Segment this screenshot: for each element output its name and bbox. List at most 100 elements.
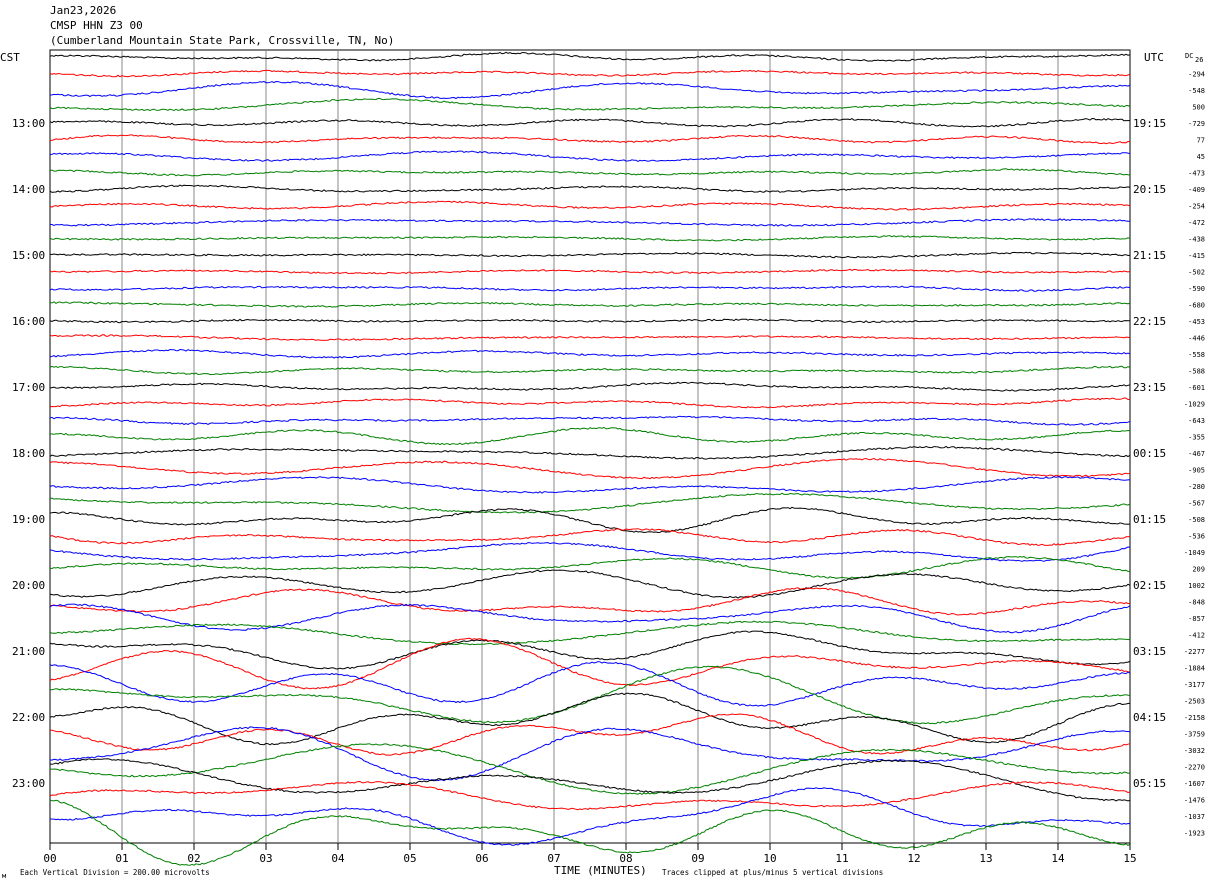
trace-line [49,397,1131,409]
trace-line [49,51,1131,62]
cst-hour-label: 13:00 [12,117,45,130]
dc-offset-value: -536 [1188,533,1205,541]
trace-line [49,620,1131,646]
dc-offset-value: -590 [1188,285,1205,293]
trace-line [49,318,1131,324]
dc-offset-value: -409 [1188,186,1205,194]
trace-line [49,457,1131,480]
trace-line [49,80,1131,100]
x-tick-label: 06 [475,852,488,865]
x-tick-label: 09 [691,852,704,865]
dc-offset-value: -729 [1188,120,1205,128]
utc-hour-label: 04:15 [1133,711,1166,724]
utc-hour-label: 22:15 [1133,315,1166,328]
trace-line [49,787,1131,846]
trace-line [49,492,1131,514]
trace-line [49,69,1131,78]
trace-line [50,150,1131,162]
cst-hour-label: 18:00 [12,447,45,460]
trace-line [49,285,1131,292]
trace-line [49,630,1131,670]
trace-line [49,665,1131,725]
x-tick-label: 07 [547,852,560,865]
trace-line [49,334,1131,341]
dc-offset-value: -567 [1188,500,1205,508]
x-tick-label: 13 [979,852,992,865]
dc-offset-value: -294 [1188,71,1205,79]
dc-offset-value: 45 [1197,153,1205,161]
scale-note: Each Vertical Division = 200.00 microvol… [20,868,210,877]
dc-offset-value: -254 [1188,203,1205,211]
trace-line [49,445,1131,460]
cst-label: CST [0,51,20,64]
dc-offset-value: -3759 [1184,731,1205,739]
dc-offset-value: -2277 [1184,648,1205,656]
dc-offset-value: 77 [1197,137,1205,145]
x-tick-label: 00 [43,852,56,865]
trace-line [50,218,1130,227]
header-date: Jan23,2026 [50,4,117,17]
cst-hour-label: 16:00 [12,315,45,328]
trace-line [49,726,1131,782]
header-station: CMSP HHN Z3 00 [50,19,143,32]
cst-hour-labels: 13:00 14:00 15:00 16:00 17:00 18:00 19:00 20:00… [12,117,45,790]
dc-offset-value: -643 [1188,417,1205,425]
x-tick-label: 15 [1123,852,1136,865]
header-location: (Cumberland Mountain State Park, Crossvi… [50,34,395,47]
clip-note: Traces clipped at plus/minus 5 vertical … [662,868,883,877]
dc-offset-value: -412 [1188,632,1205,640]
x-tick-label: 01 [115,852,128,865]
dc-offset-value: -415 [1188,252,1205,260]
x-tick-label: 10 [763,852,776,865]
x-axis-title: TIME (MINUTES) [554,864,647,877]
trace-line [49,415,1131,426]
utc-hour-label: 21:15 [1133,249,1166,262]
trace-line [49,251,1131,259]
dc-offset-value: -446 [1188,335,1205,343]
cst-hour-label: 21:00 [12,645,45,658]
dc-offset-labels: -294 -548 500 -729 77 45 -473 -409 -254 -472 -438 -… [1184,71,1205,838]
trace-line [49,268,1131,275]
trace-line [49,569,1131,599]
trace-line [49,301,1131,308]
dc-offset-value: -1884 [1184,665,1205,673]
trace-line [49,542,1131,562]
x-tick-label: 12 [907,852,920,865]
x-tick-label: 03 [259,852,272,865]
trace-line [49,528,1131,547]
dc-offset-value: -548 [1188,87,1205,95]
dc-offset-value: -1476 [1184,797,1205,805]
dc-offset-value: -905 [1188,467,1205,475]
dc-offset-value: -438 [1188,236,1205,244]
plot-frame [49,49,1131,844]
dc-offset-value: -2503 [1184,698,1205,706]
trace-line [49,692,1131,746]
trace-line [49,381,1131,392]
cst-hour-label: 17:00 [12,381,45,394]
trace-line [49,476,1131,494]
trace-line [49,200,1131,211]
dc-offset-value: -848 [1188,599,1205,607]
trace-line [49,348,1131,359]
trace-line [49,637,1131,690]
trace-line [49,603,1131,634]
x-tick-label: 08 [619,852,632,865]
dc-offset-value: -1923 [1184,830,1205,838]
trace-line [49,97,1131,112]
dc-offset-value: -1029 [1184,401,1205,409]
cst-hour-label: 20:00 [12,579,45,592]
x-tick-label: 11 [835,852,848,865]
trace-line [49,184,1131,193]
cst-hour-label: 15:00 [12,249,45,262]
trace-line [49,168,1131,177]
dc-offset-value: -508 [1188,516,1205,524]
trace-line [49,117,1131,128]
dc-offset-value: 209 [1192,566,1205,574]
trace-line [49,587,1131,616]
trace-line [49,555,1131,579]
utc-hour-label: 00:15 [1133,447,1166,460]
trace-line [49,758,1131,802]
x-tick-label: 14 [1051,852,1065,865]
cst-hour-label: 19:00 [12,513,45,526]
